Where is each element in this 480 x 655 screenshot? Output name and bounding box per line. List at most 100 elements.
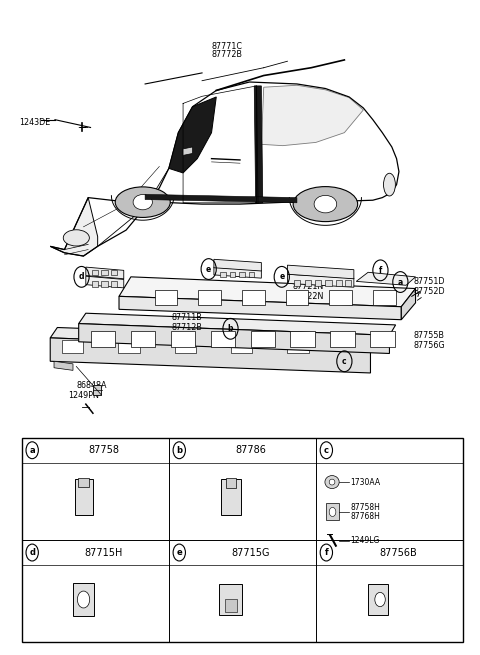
Ellipse shape: [384, 174, 396, 196]
Polygon shape: [183, 147, 192, 155]
Circle shape: [375, 592, 385, 607]
Polygon shape: [50, 328, 378, 350]
Bar: [219, 584, 242, 615]
Polygon shape: [79, 324, 389, 354]
Bar: [251, 331, 275, 347]
Polygon shape: [145, 195, 297, 203]
Text: b: b: [176, 446, 182, 455]
Bar: [211, 331, 235, 347]
Bar: [326, 504, 339, 520]
Polygon shape: [79, 313, 396, 335]
Bar: [239, 272, 245, 277]
Bar: [242, 290, 264, 305]
Text: 87715G: 87715G: [232, 548, 270, 557]
Bar: [198, 290, 221, 305]
Text: 86848A: 86848A: [76, 381, 107, 390]
Ellipse shape: [133, 195, 152, 210]
Bar: [329, 290, 352, 305]
Circle shape: [329, 508, 336, 517]
Polygon shape: [86, 267, 124, 279]
Bar: [290, 331, 315, 347]
Text: a: a: [29, 446, 35, 455]
Text: f: f: [324, 548, 328, 557]
Polygon shape: [356, 272, 416, 286]
Bar: [229, 272, 235, 277]
Bar: [101, 270, 108, 275]
Text: 1249PN: 1249PN: [68, 391, 99, 400]
Text: e: e: [206, 265, 211, 274]
Bar: [119, 341, 140, 354]
Bar: [249, 272, 254, 277]
Bar: [175, 341, 196, 354]
Ellipse shape: [115, 187, 170, 217]
Text: f: f: [379, 266, 382, 275]
Text: 87771C: 87771C: [212, 42, 242, 51]
Bar: [315, 280, 321, 286]
Text: 87758: 87758: [88, 445, 120, 455]
Bar: [111, 270, 117, 275]
Bar: [368, 584, 388, 615]
Bar: [74, 479, 93, 515]
Text: 87755B
87756G: 87755B 87756G: [413, 331, 445, 350]
Polygon shape: [214, 267, 261, 278]
Ellipse shape: [63, 230, 89, 246]
Ellipse shape: [314, 195, 336, 213]
Text: d: d: [79, 272, 84, 282]
Bar: [294, 280, 300, 286]
Text: 1730AA: 1730AA: [350, 477, 380, 487]
Bar: [226, 478, 236, 488]
Polygon shape: [54, 362, 73, 370]
Bar: [336, 280, 342, 286]
Bar: [91, 331, 115, 347]
Circle shape: [77, 591, 90, 608]
Bar: [373, 290, 396, 305]
Bar: [170, 331, 195, 347]
Bar: [345, 280, 351, 286]
Bar: [92, 282, 98, 287]
Text: 87721N
87722N: 87721N 87722N: [292, 282, 324, 301]
Polygon shape: [119, 277, 416, 307]
Text: 87711B
87712B: 87711B 87712B: [171, 312, 202, 332]
Text: d: d: [29, 548, 35, 557]
Polygon shape: [288, 274, 354, 288]
Text: e: e: [279, 272, 284, 282]
Bar: [220, 272, 226, 277]
Bar: [131, 331, 155, 347]
Bar: [304, 280, 311, 286]
Bar: [62, 341, 84, 354]
Text: 1243DE: 1243DE: [19, 118, 50, 127]
Bar: [325, 280, 332, 286]
Text: 87772B: 87772B: [212, 50, 242, 59]
Text: 87768H: 87768H: [350, 512, 380, 521]
Text: 87751D
87752D: 87751D 87752D: [413, 277, 445, 296]
Text: c: c: [342, 357, 347, 365]
Polygon shape: [214, 259, 261, 271]
Polygon shape: [288, 265, 354, 279]
Text: 87786: 87786: [236, 445, 266, 455]
Text: 87756B: 87756B: [379, 548, 417, 557]
Bar: [331, 331, 355, 347]
Bar: [101, 282, 108, 287]
Polygon shape: [119, 296, 401, 320]
Bar: [286, 290, 308, 305]
Bar: [371, 331, 395, 347]
Polygon shape: [50, 198, 97, 256]
Bar: [77, 478, 89, 487]
Ellipse shape: [325, 476, 339, 489]
Bar: [155, 290, 178, 305]
Bar: [92, 270, 98, 275]
Bar: [93, 385, 101, 395]
Ellipse shape: [329, 479, 335, 485]
Text: 87758H: 87758H: [350, 503, 380, 512]
Bar: [111, 282, 117, 287]
Bar: [73, 583, 94, 616]
Text: 1249LG: 1249LG: [350, 536, 380, 545]
Bar: [231, 341, 252, 354]
Polygon shape: [50, 338, 371, 373]
Text: a: a: [398, 278, 403, 286]
Text: c: c: [324, 446, 329, 455]
Bar: [225, 599, 237, 612]
Bar: [288, 341, 309, 354]
Polygon shape: [254, 86, 263, 203]
Polygon shape: [169, 97, 216, 173]
